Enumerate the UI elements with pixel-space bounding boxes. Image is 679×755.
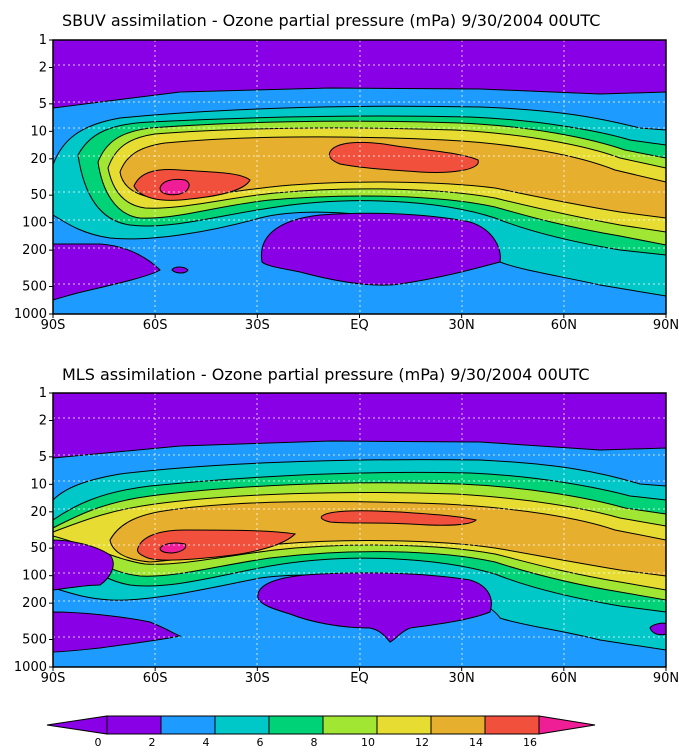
panel2-ytick-label: 20 [30, 505, 47, 520]
panel2-ytick-label: 2 [39, 413, 47, 428]
panel2-nh-blob [649, 622, 666, 636]
colorbar-swatch [214, 715, 270, 735]
colorbar-label: 8 [311, 736, 318, 749]
panel1-ytick-label: 100 [22, 216, 47, 231]
colorbar-label: 14 [469, 736, 483, 749]
panel2-ytick-label: 1000 [14, 660, 47, 675]
panel1-ytick-label: 5 [39, 97, 47, 112]
panel1-title: SBUV assimilation - Ozone partial pressu… [62, 11, 600, 30]
panel2-xtick-label: 60S [143, 671, 168, 686]
colorbar-swatch [376, 715, 432, 735]
colorbar-label: 0 [95, 736, 102, 749]
panel2-plot [52, 392, 667, 668]
panel1-xtick-label: EQ [350, 318, 368, 333]
colorbar-label: 16 [523, 736, 537, 749]
colorbar-swatch [322, 715, 378, 735]
panel1-xtick-label: 30S [245, 318, 270, 333]
panel1-xtick-label: 60N [551, 318, 577, 333]
colorbar-arrow-low [46, 715, 108, 735]
panel1-band-14-16-north [328, 141, 479, 173]
panel1-ytick-label: 2 [39, 60, 47, 75]
panel2-ytick-label: 50 [30, 541, 47, 556]
colorbar: 0 2 4 6 8 10 12 14 16 [46, 715, 596, 749]
panel1-xtick-label: 90S [41, 318, 66, 333]
panel2-ytick-label: 100 [22, 569, 47, 584]
panel2-xtick-label: 90N [653, 671, 679, 686]
axes-labels: 90S 60S 30S EQ 30N 60N 90N 1 2 5 10 20 50 100 200 500 10… [14, 33, 679, 686]
panel2-ytick-label: 500 [22, 633, 47, 648]
colorbar-swatch [160, 715, 216, 735]
colorbar-swatch [268, 715, 324, 735]
panel1-ytick-label: 1 [39, 33, 47, 48]
panel1-tropo-low [260, 212, 501, 286]
colorbar-label: 12 [415, 736, 429, 749]
colorbar-swatch [106, 715, 162, 735]
panel1-ytick-label: 200 [22, 243, 47, 258]
colorbar-arrow-high [538, 715, 596, 735]
panel2-sh-low-upper [53, 539, 114, 591]
panel2-ytick-label: 1 [39, 386, 47, 401]
colorbar-label: 4 [203, 736, 210, 749]
panel1-ytick-label: 500 [22, 280, 47, 295]
panel2-xtick-label: 30N [449, 671, 475, 686]
panel2-title: MLS assimilation - Ozone partial pressur… [62, 365, 590, 384]
panel1-sh-blob [171, 266, 189, 274]
panel1-band-16plus [159, 178, 190, 196]
panel1-xtick-label: 30N [449, 318, 475, 333]
panel2-ytick-label: 10 [30, 477, 47, 492]
panel1-ytick-label: 20 [30, 152, 47, 167]
colorbar-swatch [430, 715, 486, 735]
panel2-band-16plus [159, 542, 187, 554]
panel2-ytick-label: 5 [39, 450, 47, 465]
panel2-tropo-low [257, 572, 492, 643]
colorbar-swatch [484, 715, 540, 735]
panel2-ytick-label: 200 [22, 596, 47, 611]
colorbar-label: 6 [257, 736, 264, 749]
panel1-ytick-label: 1000 [14, 307, 47, 322]
panel1-ytick-label: 50 [30, 188, 47, 203]
panel2-xtick-label: 60N [551, 671, 577, 686]
colorbar-label: 2 [149, 736, 156, 749]
panel1-sh-low [53, 243, 161, 301]
panel1-plot [52, 39, 667, 315]
panel1-xtick-label: 90N [653, 318, 679, 333]
panel2-xtick-label: EQ [350, 671, 368, 686]
panel2-xtick-label: 90S [41, 671, 66, 686]
panel1-xtick-label: 60S [143, 318, 168, 333]
panel1-gridlines [53, 40, 666, 314]
panel2-xtick-label: 30S [245, 671, 270, 686]
colorbar-label: 10 [361, 736, 375, 749]
panel2-sh-low [53, 611, 182, 653]
panel1-ytick-label: 10 [30, 124, 47, 139]
panel2-gridlines [53, 393, 666, 667]
